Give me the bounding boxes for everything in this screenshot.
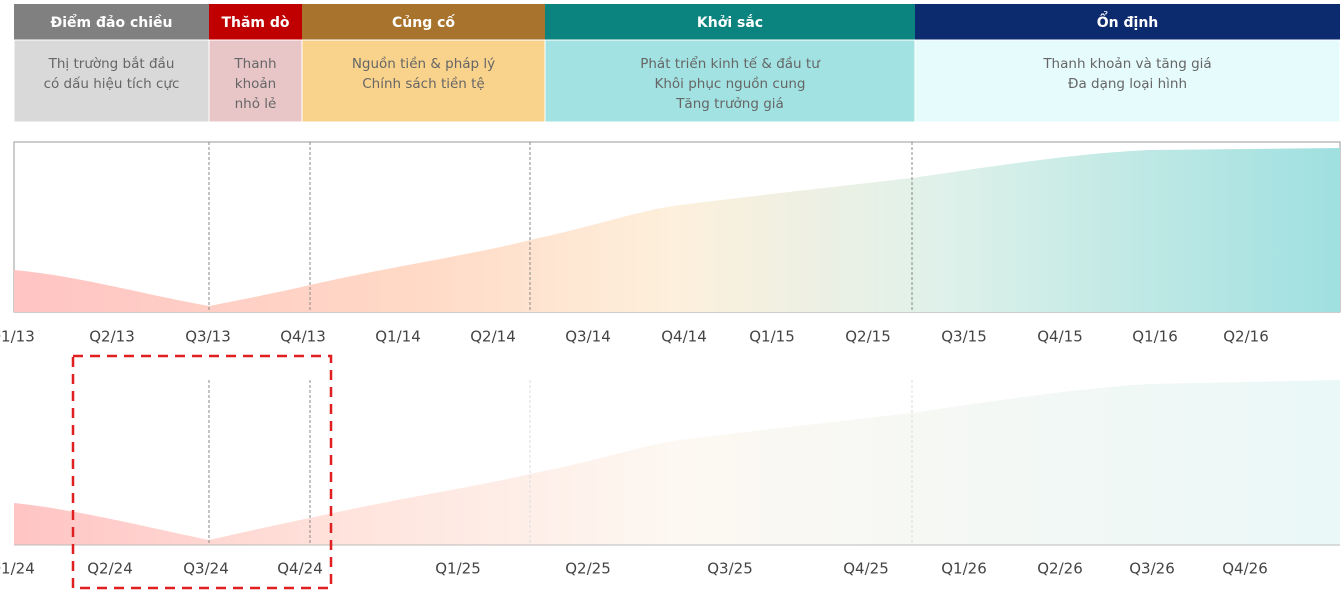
phase-description: Chính sách tiền tệ xyxy=(362,75,485,92)
quarter-label: Q2/13 xyxy=(89,328,135,346)
quarter-label: Q2/16 xyxy=(1223,328,1269,346)
phase-header xyxy=(209,4,302,40)
phase-body xyxy=(301,39,546,123)
phase-description: Tăng trưởng giá xyxy=(675,96,784,112)
quarter-label: Q2/25 xyxy=(565,560,611,578)
quarter-label: Q4/15 xyxy=(1037,328,1083,346)
quarter-label: Q3/15 xyxy=(941,328,987,346)
quarter-label: Q3/24 xyxy=(183,560,229,578)
phase-description: Phát triển kinh tế & đầu tư xyxy=(640,55,821,72)
quarter-label: Q1/25 xyxy=(435,560,481,578)
quarter-label: Q3/25 xyxy=(707,560,753,578)
quarter-label: Q1/13 xyxy=(0,328,35,346)
quarter-label: Q1/14 xyxy=(375,328,421,346)
phase-header xyxy=(545,4,915,40)
phase-description: Khôi phục nguồn cung xyxy=(655,75,806,92)
trend-area xyxy=(14,380,1340,545)
phase-body xyxy=(544,39,916,123)
phase-header xyxy=(14,4,209,40)
phase-description: có dấu hiệu tích cực xyxy=(44,76,180,92)
quarter-label: Q2/24 xyxy=(87,560,133,578)
quarter-label: Q1/16 xyxy=(1132,328,1178,346)
phase-header xyxy=(915,4,1340,40)
phase-description: nhỏ lẻ xyxy=(235,96,277,112)
phase-title: Ổn định xyxy=(1097,11,1159,31)
phase-description: Thị trường bắt đầu xyxy=(48,55,175,72)
highlight-box xyxy=(71,354,333,590)
trend-area xyxy=(14,148,1340,312)
quarter-label: Q1/26 xyxy=(941,560,987,578)
quarter-label: Q4/26 xyxy=(1222,560,1268,578)
phase-header xyxy=(302,4,545,40)
phase-description: Thanh xyxy=(233,56,276,72)
phase-description: Nguồn tiền & pháp lý xyxy=(352,55,495,72)
phase-title: Thăm dò xyxy=(221,15,289,31)
phase-title: Củng cố xyxy=(392,14,455,31)
dividers xyxy=(529,380,913,545)
quarter-label: Q3/26 xyxy=(1129,560,1175,578)
quarter-label: Q3/13 xyxy=(185,328,231,346)
phase-description: Thanh khoản và tăng giá xyxy=(1042,56,1211,72)
quarter-label: Q1/15 xyxy=(749,328,795,346)
quarter-label: Q2/26 xyxy=(1037,560,1083,578)
phase-body xyxy=(914,39,1341,123)
phase-description: khoản xyxy=(235,76,276,92)
quarter-label: Q3/14 xyxy=(565,328,611,346)
phase-body xyxy=(13,39,210,123)
dividers xyxy=(208,142,913,545)
phase-title: Điểm đảo chiều xyxy=(51,14,173,31)
quarter-label: Q4/13 xyxy=(280,328,326,346)
quarter-label: Q4/25 xyxy=(843,560,889,578)
phase-title: Khởi sắc xyxy=(697,14,763,31)
quarter-label: Q4/14 xyxy=(661,328,707,346)
quarter-label: Q4/24 xyxy=(277,560,323,578)
quarter-label: Q2/15 xyxy=(845,328,891,346)
quarter-label: Q2/14 xyxy=(470,328,516,346)
quarter-label: Q1/24 xyxy=(0,560,35,578)
phase-description: Đa dạng loại hình xyxy=(1068,76,1187,92)
